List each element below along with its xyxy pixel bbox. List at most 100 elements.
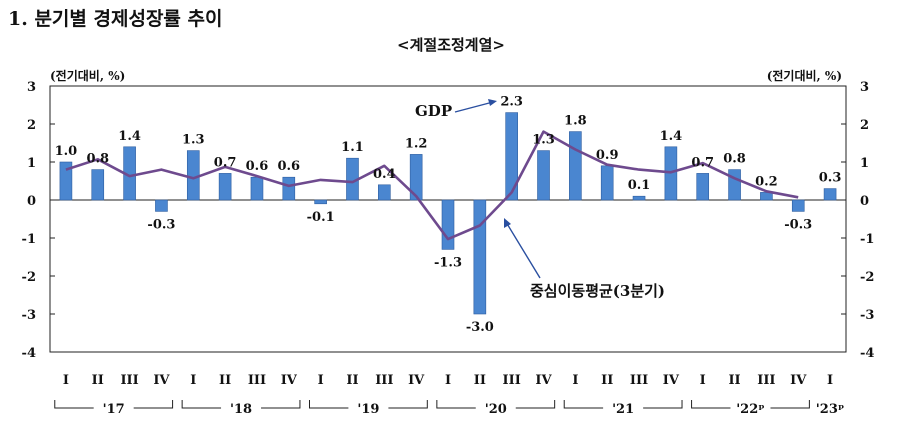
year-bracket-right [515, 400, 556, 409]
x-tick-label: III [120, 373, 138, 388]
x-tick-label: I [190, 373, 196, 388]
year-bracket-left [691, 400, 731, 409]
bar [760, 192, 773, 201]
x-tick-label: II [92, 373, 104, 388]
bar-value-label: 0.7 [214, 155, 237, 170]
x-tick-label: I [572, 373, 578, 388]
bar-value-label: 0.8 [723, 152, 746, 167]
bar [314, 199, 327, 205]
x-tick-label: I [445, 373, 451, 388]
x-tick-label: II [219, 373, 231, 388]
year-bracket-left [54, 400, 94, 409]
year-bracket-right [133, 400, 174, 409]
bar-value-label: 1.2 [405, 136, 428, 151]
bar [728, 169, 741, 201]
y-tick-label-left: 2 [27, 118, 36, 133]
bar [91, 169, 105, 201]
x-tick-label: IV [535, 373, 552, 388]
bar [218, 173, 232, 201]
x-tick-label: I [827, 373, 833, 388]
y-axis-unit-right: (전기대비, %) [767, 68, 842, 83]
x-tick-label: IV [790, 373, 807, 388]
y-tick-label-left: -3 [22, 308, 36, 323]
y-tick-label-left: -4 [22, 346, 36, 361]
bar [155, 199, 168, 212]
bar [632, 195, 646, 201]
bar-value-label: 0.1 [628, 178, 651, 193]
bar [505, 112, 518, 201]
bar-value-labels: 1.0 0.8 1.4 -0.3 1.3 0.7 0.6 0.6 -0.1 1.1 0.4 1.2 -1… [55, 95, 842, 335]
bar-value-label: 1.3 [182, 133, 205, 148]
x-tick-label: II [601, 373, 613, 388]
y-tick-label-left: 0 [27, 194, 36, 209]
x-tick-label: IV [153, 373, 170, 388]
x-tick-label: I [63, 373, 69, 388]
bar-value-label: 1.3 [532, 133, 555, 148]
gdp-annotation-arrow [454, 101, 494, 113]
y-tick-label-right: 2 [860, 118, 869, 133]
year-bracket-left [308, 400, 349, 409]
bar-value-label: 1.1 [341, 140, 364, 155]
bar-value-label: 2.3 [500, 95, 523, 110]
gdp-annotation: GDP [415, 99, 497, 120]
x-tick-label: III [757, 373, 775, 388]
ma-annotation-arrowhead [504, 218, 511, 228]
bar [441, 199, 455, 250]
bar-value-label: 0.6 [277, 159, 300, 174]
year-bracket-right [770, 400, 810, 409]
y-tick-label-right: -4 [860, 346, 874, 361]
year-group-label: '23ᵖ [816, 402, 845, 417]
bar-value-label: 0.2 [755, 174, 778, 189]
x-tick-label: II [728, 373, 740, 388]
y-axis-right: 3 2 1 0 -1 -2 -3 -4 [841, 80, 874, 361]
bar [250, 176, 264, 201]
y-tick-label-right: 3 [860, 80, 869, 95]
y-axis-left: 3 2 1 0 -1 -2 -3 -4 [22, 80, 55, 361]
year-group-label: '22ᵖ [736, 402, 765, 417]
y-tick-label-right: 1 [860, 156, 869, 171]
bar-value-label: -0.3 [147, 217, 175, 232]
x-tick-label: III [503, 373, 521, 388]
bar-value-label: -0.3 [784, 217, 812, 232]
bar-value-label: 1.8 [564, 114, 587, 129]
bar [59, 161, 73, 201]
x-tick-label: IV [408, 373, 425, 388]
ma-annotation-label: 중심이동평균(3분기) [530, 282, 665, 300]
y-tick-label-left: 3 [27, 80, 36, 95]
y-tick-label-right: -3 [860, 308, 874, 323]
y-axis-unit-left: (전기대비, %) [50, 68, 125, 83]
x-tick-label: IV [281, 373, 298, 388]
bar-value-label: -0.1 [307, 210, 335, 225]
year-group-label: '20 [485, 402, 507, 417]
year-group-label: '21 [612, 402, 634, 417]
y-tick-label-right: 0 [860, 194, 869, 209]
x-tick-label: III [248, 373, 266, 388]
moving-average-line [65, 130, 799, 241]
y-tick-label-right: -2 [860, 270, 874, 285]
gdp-annotation-arrowhead [488, 99, 497, 106]
year-group-label: '19 [357, 402, 379, 417]
year-bracket-left [436, 400, 476, 409]
bar-value-label: 1.0 [55, 144, 78, 159]
x-tick-label: IV [663, 373, 680, 388]
bar [186, 150, 200, 201]
x-tick-label: III [375, 373, 393, 388]
x-tick-label: I [318, 373, 324, 388]
bar-series [59, 112, 837, 315]
y-tick-label-right: -1 [860, 232, 874, 247]
bar [409, 154, 423, 201]
x-tick-label: III [630, 373, 648, 388]
bar-value-label: 0.4 [373, 167, 396, 182]
gdp-annotation-label: GDP [415, 102, 452, 120]
bar [473, 199, 487, 315]
bar [791, 199, 805, 212]
bar [569, 131, 582, 201]
y-tick-label-left: -1 [22, 232, 36, 247]
year-bracket-right [388, 400, 428, 409]
x-tick-label: II [474, 373, 486, 388]
y-tick-label-left: 1 [27, 156, 36, 171]
bar [378, 184, 391, 201]
year-group-label: '18 [230, 402, 252, 417]
bar-value-label: 0.7 [691, 155, 714, 170]
